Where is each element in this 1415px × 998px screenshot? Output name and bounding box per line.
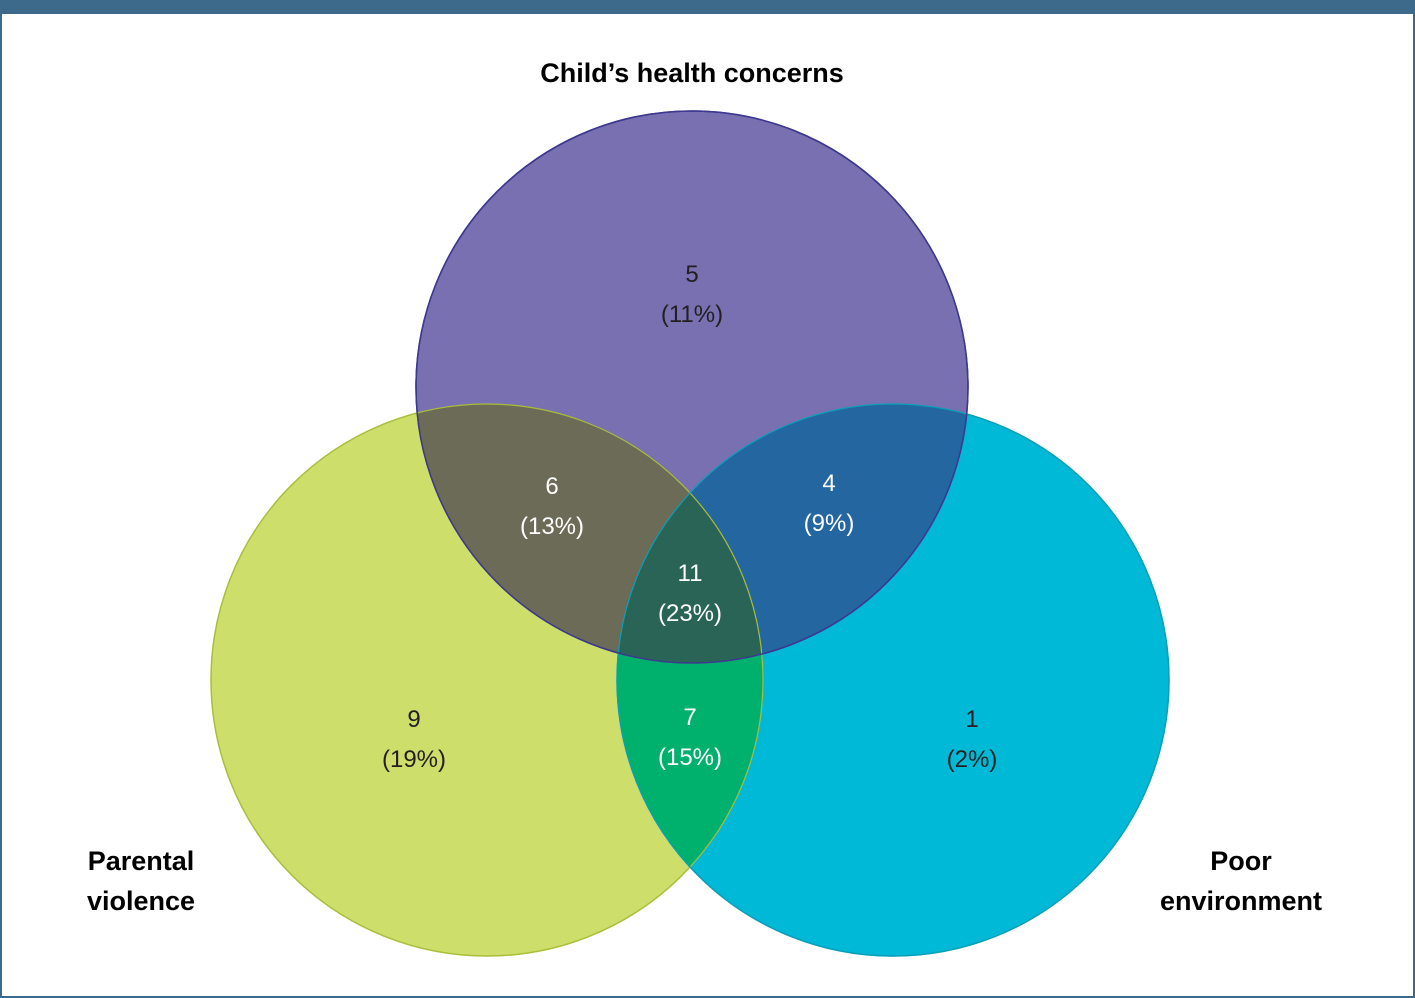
health-environment-count: 4 (822, 470, 835, 497)
violence-outline (210, 403, 764, 957)
violence-set-label-line2: violence (87, 886, 195, 916)
violence-environment-count: 7 (683, 704, 696, 731)
health-environment-overlap (617, 404, 968, 663)
health-outline (415, 110, 969, 664)
environment-set-label-line1: Poor (1210, 846, 1272, 876)
environment-set-label-line2: environment (1160, 886, 1322, 916)
health-set-label: Child’s health concerns (540, 58, 844, 88)
health-violence-percent: (13%) (520, 513, 584, 540)
violence-only-count: 9 (407, 706, 420, 733)
health-only-count: 5 (685, 261, 698, 288)
violence-set-label-line1: Parental (88, 846, 195, 876)
violence-only-percent: (19%) (382, 746, 446, 773)
all-three-count: 11 (678, 560, 703, 587)
environment-outline (616, 403, 1170, 957)
health-only-percent: (11%) (661, 301, 723, 328)
violence-environment-percent: (15%) (658, 744, 722, 771)
health-violence-overlap (416, 404, 763, 663)
environment-only-percent: (2%) (947, 746, 998, 773)
health-violence-count: 6 (545, 473, 558, 500)
health-environment-percent: (9%) (804, 510, 855, 537)
all-three-percent: (23%) (658, 600, 722, 627)
environment-only-count: 1 (965, 706, 978, 733)
